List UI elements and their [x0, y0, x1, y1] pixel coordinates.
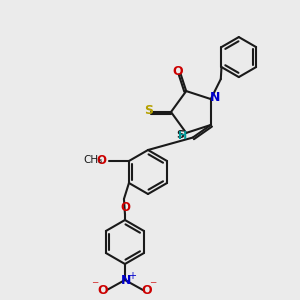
Text: O: O [96, 154, 106, 166]
Text: ⁻: ⁻ [91, 279, 99, 293]
Text: +: + [128, 271, 136, 281]
Text: S: S [145, 104, 154, 118]
Text: O: O [98, 284, 108, 296]
Text: S: S [176, 130, 184, 140]
Text: N: N [121, 274, 131, 286]
Text: H: H [178, 130, 188, 140]
Text: ⁻: ⁻ [149, 279, 157, 293]
Text: O: O [142, 284, 152, 296]
Text: O: O [172, 65, 183, 79]
Text: N: N [210, 91, 220, 103]
Text: CH₃: CH₃ [83, 155, 103, 165]
Text: O: O [120, 201, 130, 214]
